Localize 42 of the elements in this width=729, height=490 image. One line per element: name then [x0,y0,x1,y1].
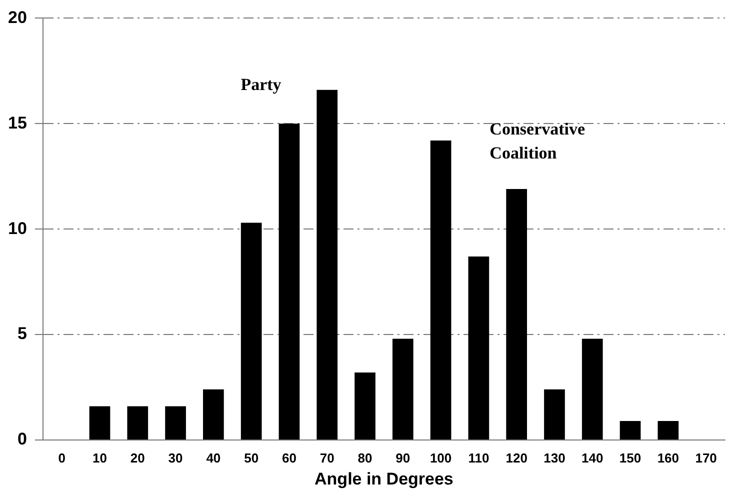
bar [620,421,641,440]
bar [544,389,565,440]
annotation: Party [240,75,282,94]
y-tick-label: 20 [8,8,27,27]
bar [658,421,679,440]
x-tick-label: 50 [244,450,259,466]
bar [354,372,376,440]
bar [165,406,186,440]
bar [430,140,452,440]
x-tick-label: 10 [92,450,107,466]
y-tick-label: 10 [8,218,27,238]
x-tick-label: 160 [657,450,680,466]
x-tick-label: 170 [695,450,717,466]
x-tick-label: 100 [430,450,452,466]
bar [127,406,148,440]
x-tick-label: 0 [58,450,66,466]
bar [240,222,262,440]
x-tick-label: 40 [206,450,221,466]
bar [203,389,224,440]
x-tick-label: 60 [282,450,296,466]
x-tick-label: 30 [168,450,183,466]
y-tick-label: 0 [17,430,27,449]
bar [316,90,338,440]
bar [582,338,603,440]
x-tick-label: 140 [582,450,604,466]
bar [468,256,490,440]
x-tick-label: 130 [544,450,566,466]
bar [506,189,528,440]
y-tick-label: 15 [8,113,27,132]
annotation: Conservative Coalition [490,119,586,162]
x-tick-label: 20 [130,450,145,466]
bar [392,338,414,440]
x-tick-label: 110 [468,450,490,466]
bar [89,406,110,440]
x-tick-label: 70 [320,450,334,466]
x-axis-title: Angle in Degrees [314,469,454,488]
x-tick-label: 120 [506,450,528,466]
x-tick-label: 90 [396,450,410,466]
x-tick-label: 80 [358,450,372,466]
x-tick-label: 150 [619,450,642,466]
y-tick-label: 5 [17,324,27,344]
bar [278,124,300,440]
